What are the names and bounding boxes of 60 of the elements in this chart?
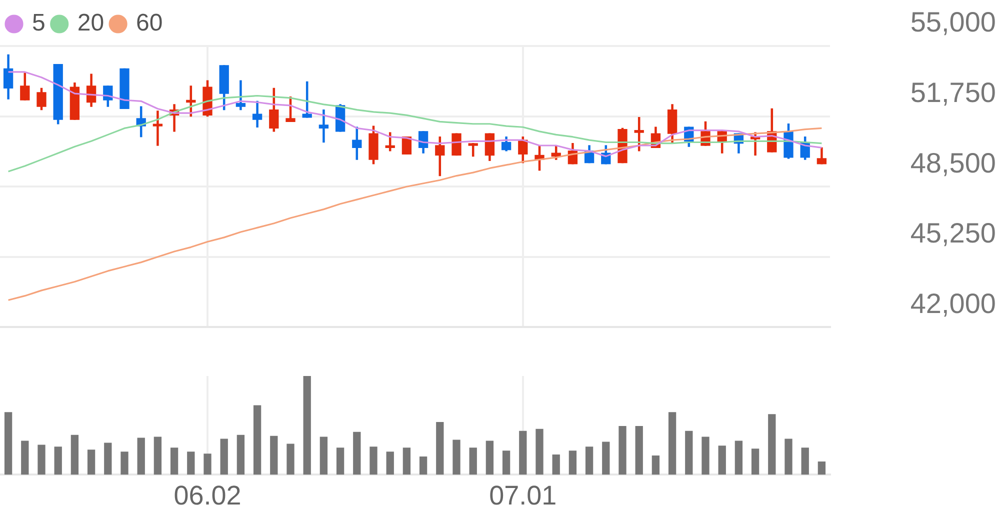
bar [818, 461, 826, 475]
bar [253, 405, 262, 475]
bar [436, 422, 444, 475]
bar [370, 446, 378, 475]
bar [204, 454, 212, 475]
y-tick-label: 42,000 [910, 288, 996, 319]
bar [552, 454, 560, 475]
legend-label: 20 [77, 10, 104, 37]
bar [220, 438, 228, 475]
bar [519, 430, 527, 475]
bar [187, 452, 195, 475]
bar [585, 446, 594, 475]
bar [536, 428, 544, 475]
y-tick-label: 48,500 [910, 147, 996, 178]
bar [87, 450, 96, 475]
bar [618, 426, 626, 475]
bar [236, 434, 245, 475]
bar [286, 444, 294, 475]
y-tick-label: 45,250 [910, 218, 996, 249]
x-tick-label: 06.02 [174, 480, 242, 510]
bar [353, 432, 361, 475]
bar [336, 448, 344, 475]
bar [320, 436, 328, 475]
bar [602, 442, 610, 475]
bar [469, 448, 477, 475]
bar [154, 436, 162, 475]
bar [702, 436, 710, 475]
bar [120, 452, 128, 475]
bar [768, 414, 776, 475]
bar [734, 440, 743, 475]
bar [652, 456, 660, 475]
x-tick-label: 07.01 [489, 480, 557, 510]
bar [38, 444, 46, 475]
bar [70, 434, 79, 475]
bar [21, 440, 29, 475]
bar [419, 456, 428, 475]
bar [568, 450, 577, 475]
bar [685, 430, 693, 475]
bar [386, 452, 394, 475]
bar [452, 440, 460, 475]
bar [718, 446, 726, 475]
bar [784, 438, 792, 475]
bar [137, 438, 145, 475]
bar [270, 436, 278, 475]
bar [751, 448, 760, 475]
bar [170, 448, 178, 475]
bar [635, 426, 643, 475]
bar [104, 442, 112, 475]
bar [486, 440, 494, 475]
bar [4, 412, 12, 475]
legend-label: 5 [32, 10, 46, 37]
bar [402, 448, 411, 475]
bar [668, 412, 676, 475]
y-tick-label: 51,750 [910, 77, 996, 108]
bar [54, 446, 62, 475]
bar [303, 376, 311, 475]
y-tick-label: 55,000 [910, 6, 996, 38]
bar [801, 448, 809, 475]
legend-label: 60 [136, 10, 163, 37]
bar [502, 450, 510, 475]
